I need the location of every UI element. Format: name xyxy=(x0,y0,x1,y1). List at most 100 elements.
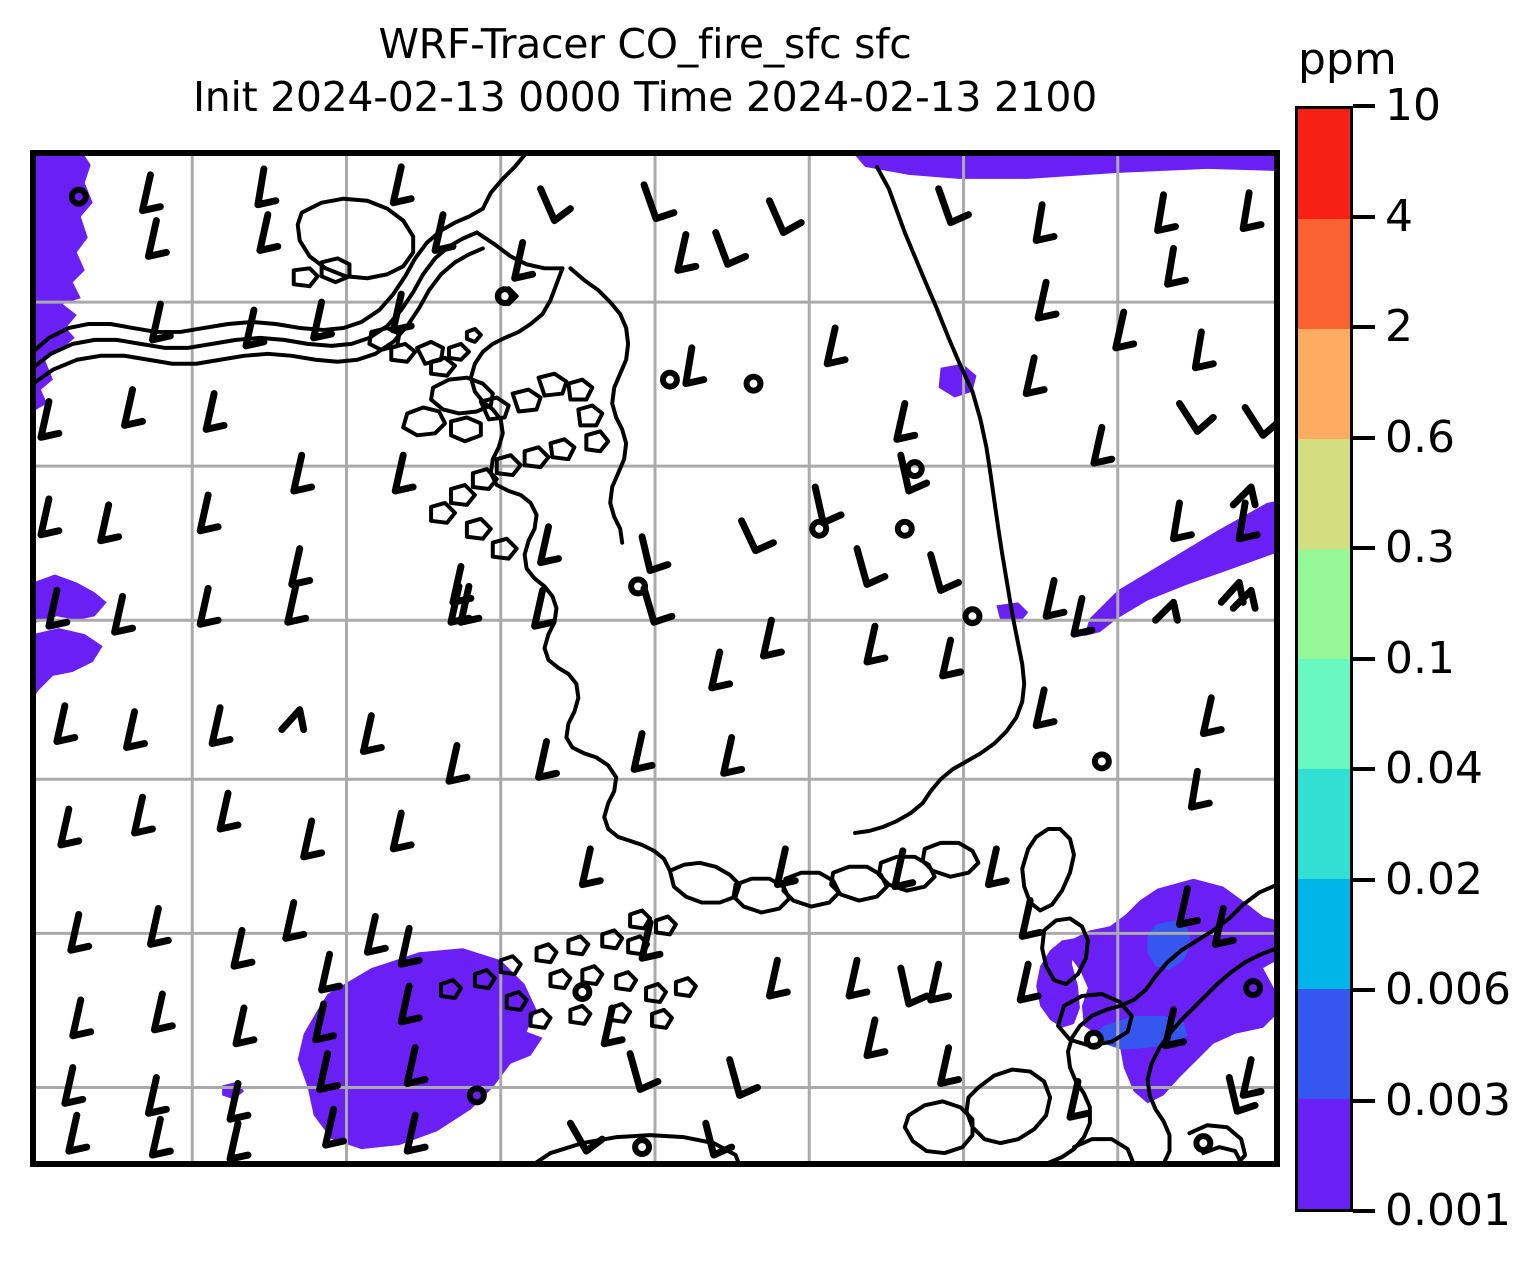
wind-barb xyxy=(578,845,604,889)
coastline-south-small-8 xyxy=(548,968,573,991)
coastline-south-arch-2 xyxy=(731,876,792,915)
coastline-east-island-3 xyxy=(1056,992,1134,1048)
colorbar-band-4-2 xyxy=(1298,219,1350,329)
title-line-2: Init 2024-02-13 0000 Time 2024-02-13 210… xyxy=(193,73,1097,121)
coastline-west-islands-3 xyxy=(448,415,483,444)
coastline-east-island-1 xyxy=(1020,827,1076,913)
wind-barb xyxy=(144,1074,170,1117)
coastline-bottom-detail-2 xyxy=(1071,1137,1136,1164)
wind-barb xyxy=(1239,1056,1265,1099)
colorbar-tick xyxy=(1353,878,1375,882)
coastline-south-arch-3 xyxy=(781,870,842,909)
wind-barb xyxy=(1170,499,1195,543)
coastline-south-small-9 xyxy=(580,964,605,987)
title-line-1: WRF-Tracer CO_fire_sfc sfc xyxy=(378,20,912,68)
wind-barb xyxy=(1191,328,1217,372)
wind-barb xyxy=(148,1115,174,1159)
colorbar[interactable] xyxy=(1295,106,1353,1212)
station-circle xyxy=(494,286,515,307)
wind-barb xyxy=(1229,586,1259,612)
wind-barb xyxy=(537,523,562,567)
colorbar-tick-label: 0.001 xyxy=(1385,1185,1511,1236)
wind-barb xyxy=(397,924,423,968)
station-circle xyxy=(1083,1029,1104,1050)
wind-barb xyxy=(278,706,308,734)
wind-barb xyxy=(310,298,336,342)
map-panel[interactable] xyxy=(30,150,1280,1167)
station-circle xyxy=(1091,751,1112,772)
wind-barb xyxy=(226,1079,252,1123)
colorbar-tick-label: 0.3 xyxy=(1385,522,1455,573)
wind-barb xyxy=(1018,897,1044,940)
wind-barb xyxy=(1066,1078,1092,1121)
colorbar-band-10-4 xyxy=(1298,109,1350,219)
coastline-west-islands-9 xyxy=(584,429,611,454)
coastline-south-small-11 xyxy=(644,982,668,1004)
wind-barb xyxy=(150,990,176,1034)
station-circle xyxy=(466,1085,487,1106)
wind-barb xyxy=(984,845,1010,889)
colorbar-band-2-0.6 xyxy=(1298,329,1350,439)
wind-barb xyxy=(1211,905,1237,948)
colorbar-tick xyxy=(1353,104,1375,108)
wind-barb xyxy=(863,622,889,666)
wind-barb xyxy=(1070,594,1096,638)
wind-barb xyxy=(148,300,174,344)
wind-barb xyxy=(111,592,137,636)
contour-fill-west-plume xyxy=(33,153,93,412)
wind-barb xyxy=(759,616,785,660)
coastline-west-islands-7 xyxy=(566,377,595,402)
coastline-nw-dot-2 xyxy=(464,326,483,344)
coastline-west-islands-15 xyxy=(429,500,457,525)
coastline-nw-small-2 xyxy=(291,266,320,289)
wind-barb xyxy=(389,290,415,334)
map-plot xyxy=(33,153,1277,1164)
coastline-south-small-2 xyxy=(654,914,678,937)
wind-barb xyxy=(853,545,889,588)
coastline-south-small-7 xyxy=(498,954,523,977)
wind-barb xyxy=(67,911,93,954)
wind-barb xyxy=(403,1044,429,1087)
border-line-1 xyxy=(33,206,485,354)
station-circle xyxy=(809,518,830,539)
wind-barb xyxy=(773,845,799,889)
coastline-south-arch-4 xyxy=(829,864,889,903)
wind-barb xyxy=(845,956,871,1000)
colorbar-gradient[interactable] xyxy=(1295,106,1353,1212)
colorbar-band-0.04-0.02 xyxy=(1298,769,1350,879)
wind-barb xyxy=(1022,354,1048,398)
wind-barb xyxy=(765,197,805,237)
wind-barb xyxy=(1016,960,1042,1004)
coastline-west-islands-1 xyxy=(429,375,495,416)
coastline-south-arch-1 xyxy=(667,860,742,905)
wind-barb xyxy=(45,586,71,630)
wind-barb xyxy=(638,533,672,575)
coastline-south-small-12 xyxy=(673,976,698,998)
wind-barb xyxy=(290,451,316,495)
wind-barb xyxy=(318,950,344,994)
colorbar-tick xyxy=(1353,1099,1375,1103)
wind-barb xyxy=(511,238,537,282)
wind-barb xyxy=(403,1111,429,1155)
colorbar-band-0.3-0.1 xyxy=(1298,549,1350,659)
wind-barb xyxy=(1034,278,1060,322)
wind-barb xyxy=(196,584,222,628)
coastline-south-small-19 xyxy=(650,1007,674,1030)
wind-barb xyxy=(208,704,234,747)
coastline-west-islands-13 xyxy=(470,467,499,491)
wind-barb xyxy=(196,491,222,535)
wind-barb xyxy=(674,231,700,274)
wind-barb xyxy=(863,1016,889,1060)
wind-barb xyxy=(1154,191,1179,235)
wind-barb xyxy=(1032,686,1058,730)
coastline-south-small-10 xyxy=(614,970,639,993)
wind-barb xyxy=(1239,189,1265,233)
contour-fill-east-streak xyxy=(1083,500,1277,637)
wind-barb xyxy=(811,483,845,527)
contour-fill-southeast-speck xyxy=(1044,984,1069,1000)
wind-barb xyxy=(53,702,79,745)
coastline-south-small-3 xyxy=(600,928,625,951)
coastline-south-peninsula-tip xyxy=(964,1067,1053,1146)
wind-barb xyxy=(640,584,676,626)
